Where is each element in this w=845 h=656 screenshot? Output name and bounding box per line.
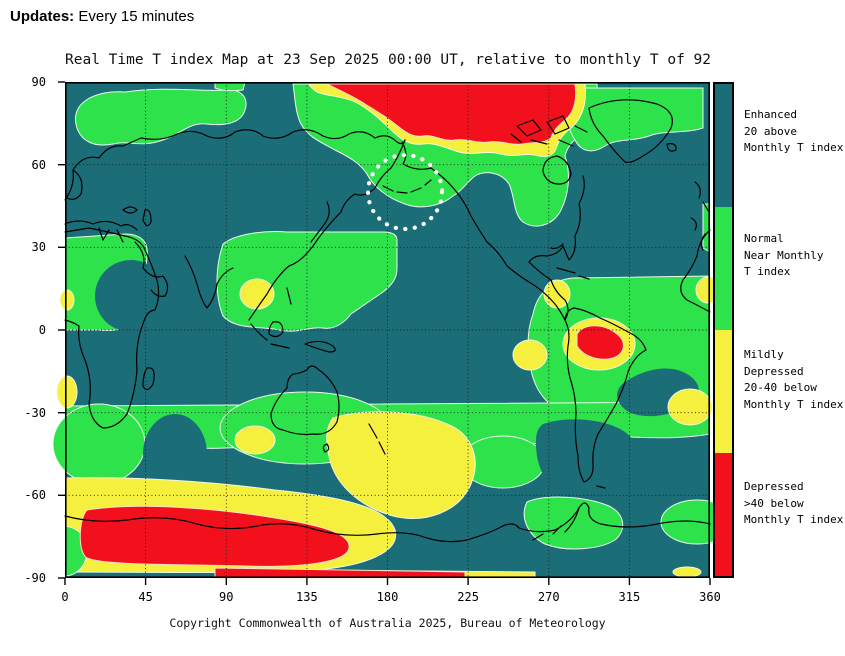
enhanced-intrusions [95,260,699,518]
copyright-text: Copyright Commonwealth of Australia 2025… [169,616,606,630]
legend-color-segment [715,330,732,453]
updates-header: Updates: Every 15 minutes [10,8,194,25]
map-frame [65,82,711,578]
legend-item: Mildly Depressed 20-40 below Monthly T i… [744,348,844,411]
legend-color-segment [715,207,732,330]
coastlines [64,99,711,543]
axis-tick-marks [58,81,711,585]
y-axis-tick-labels: 90 60 30 0 -30 -60 -90 [24,75,46,585]
legend-color-segment [715,84,732,207]
legend-item: Enhanced 20 above Monthly T index [744,108,844,155]
updates-label: Updates: [10,8,75,25]
world-t-index-map [52,81,734,585]
legend-colorbar [713,82,734,578]
depressed-regions [79,83,624,579]
legend-item: Normal Near Monthly T index [744,232,824,279]
legend-item: Depressed >40 below Monthly T index [744,480,844,527]
updates-value: Every 15 minutes [74,8,195,25]
legend-color-segment [715,453,732,576]
map-svg [52,81,734,585]
legend-labels: Enhanced 20 above Monthly T index Normal … [744,82,844,578]
annotation-dotted-circle [365,152,445,232]
figure-title: Real Time T index Map at 23 Sep 2025 00:… [65,52,712,68]
